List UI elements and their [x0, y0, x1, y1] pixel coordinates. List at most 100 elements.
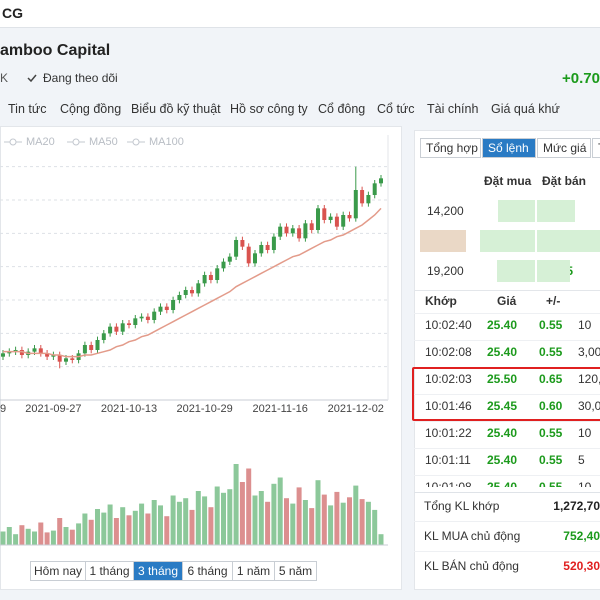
- exchange: K: [0, 71, 9, 85]
- volume-bar: [50, 530, 56, 545]
- volume-bar: [151, 500, 157, 545]
- volume-bar: [302, 500, 308, 545]
- volume-bar: [13, 534, 19, 545]
- qty-highlight: [420, 230, 466, 252]
- range-button[interactable]: 1 năm: [232, 561, 275, 581]
- nav-tab[interactable]: Cộng đồng: [60, 102, 122, 116]
- candle-body: [303, 223, 308, 239]
- volume-bar: [44, 532, 50, 545]
- volume-bar: [359, 499, 365, 545]
- trade-volume: 10: [578, 426, 592, 440]
- volume-bar: [170, 495, 176, 545]
- candle-body: [353, 190, 358, 219]
- volume-bar: [139, 503, 145, 545]
- candle-body: [240, 240, 245, 247]
- candle-body: [221, 261, 226, 269]
- trade-time: 10:02:40: [425, 318, 472, 332]
- panel-tab[interactable]: Tổng hợp: [420, 138, 481, 158]
- summary-value: 752,40: [563, 529, 600, 543]
- follow-button[interactable]: Đang theo dõi: [43, 71, 118, 85]
- volume-bar: [120, 507, 126, 545]
- trade-volume: 10: [578, 480, 592, 487]
- candle-body: [215, 268, 220, 280]
- company-name: amboo Capital: [0, 42, 111, 59]
- row-divider: [414, 475, 600, 476]
- nav-tab[interactable]: Biểu đồ kỹ thuật: [131, 102, 221, 116]
- candle-body: [284, 226, 289, 234]
- candle-body: [19, 350, 24, 355]
- volume-bar: [82, 513, 88, 545]
- volume-bar: [101, 512, 107, 545]
- candle-body: [145, 316, 150, 320]
- volume-bar: [189, 509, 195, 545]
- panel-tab[interactable]: Sổ lệnh: [482, 138, 536, 158]
- volume-bar: [107, 504, 113, 545]
- candle-body: [127, 323, 131, 325]
- candle-body: [341, 215, 346, 227]
- trade-change: 0.60: [539, 399, 563, 413]
- volume-bar: [132, 510, 138, 545]
- range-button[interactable]: 1 tháng: [85, 561, 134, 581]
- volume-bar: [321, 494, 327, 545]
- range-button[interactable]: 5 năm: [274, 561, 317, 581]
- candle-body: [208, 275, 213, 280]
- trade-change: 0.65: [539, 372, 563, 386]
- trade-price: 25.40: [487, 480, 518, 487]
- volume-bar: [38, 522, 44, 545]
- candle-body: [139, 316, 144, 319]
- summary-label: KL BÁN chủ động: [424, 559, 519, 573]
- nav-tab[interactable]: Hồ sơ công ty: [230, 102, 308, 116]
- row-divider: [414, 394, 600, 395]
- price-chart: MA20 MA50 MA100 9 2021-09-27 2021-10-13 2021-1…: [0, 135, 389, 546]
- legend-icon: [9, 138, 17, 146]
- buy-depth: [480, 230, 535, 252]
- candle-body: [51, 355, 56, 357]
- volume-bar: [239, 482, 245, 545]
- candle-body: [372, 183, 377, 195]
- volume-bar: [233, 464, 239, 545]
- candle-body: [13, 350, 18, 352]
- sell-depth: [537, 200, 575, 222]
- ma-line: [3, 207, 382, 358]
- panel-tab[interactable]: T: [592, 138, 600, 158]
- summary-label: Tổng KL khớp: [424, 499, 500, 513]
- candle-body: [202, 275, 207, 284]
- candle-body: [38, 348, 43, 354]
- nav-tab[interactable]: Tin tức: [8, 102, 47, 116]
- candle-body: [108, 326, 113, 334]
- volume-bar: [69, 529, 75, 545]
- candle-body: [152, 311, 157, 320]
- summary-label: KL MUA chủ động: [424, 529, 521, 543]
- volume-bar: [214, 486, 220, 545]
- volume-bar: [328, 505, 334, 545]
- volume-bar: [284, 498, 289, 545]
- range-button[interactable]: 3 tháng: [133, 561, 183, 581]
- legend-label: MA50: [89, 136, 118, 148]
- trade-change: 0.55: [539, 426, 563, 440]
- candle-body: [82, 345, 87, 354]
- x-tick-label: 2021-11-16: [252, 403, 307, 415]
- row-divider: [414, 313, 600, 314]
- nav-tab[interactable]: Giá quá khứ: [491, 102, 560, 116]
- nav-tab[interactable]: Cổ đông: [318, 102, 366, 116]
- candle-body: [316, 208, 320, 230]
- check-icon: [27, 74, 37, 83]
- candle-body: [297, 228, 302, 239]
- volume-bar: [208, 507, 214, 545]
- trade-change: 0.55: [539, 453, 563, 467]
- volume-bar: [0, 531, 6, 545]
- nav-tab[interactable]: Tài chính: [427, 102, 479, 116]
- trade-price: 25.45: [487, 399, 518, 413]
- panel-tab[interactable]: Mức giá: [537, 138, 591, 158]
- volume-bar: [158, 505, 163, 545]
- legend-icon: [132, 138, 140, 146]
- range-button[interactable]: Hôm nay: [30, 561, 86, 581]
- nav-tab[interactable]: Cổ tức: [377, 102, 415, 116]
- trade-price: 25.40: [487, 453, 518, 467]
- trade-header: Giá: [497, 294, 517, 308]
- volume-bar: [113, 518, 119, 545]
- x-tick-label: 2021-09-27: [25, 403, 81, 415]
- range-button[interactable]: 6 tháng: [182, 561, 233, 581]
- volume-bar: [227, 489, 233, 545]
- candle-body: [360, 190, 365, 204]
